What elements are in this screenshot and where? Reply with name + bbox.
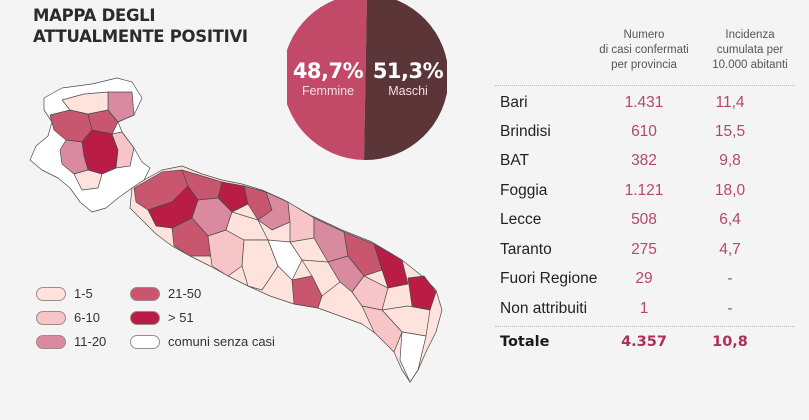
legend-item-1-5: 1-5 [36,286,93,301]
legend-label: comuni senza casi [168,334,275,349]
header-line: cumulata per [716,44,784,56]
female-name: Femmine [301,84,355,98]
row-incidence: 11,4 [715,94,745,111]
table-row: Foggia 1.121 18,0 [495,182,795,211]
row-incidence: 15,5 [714,123,746,140]
male-name: Maschi [388,84,428,98]
legend-item-no-cases: comuni senza casi [130,334,275,349]
legend-label: > 51 [168,310,194,325]
legend-label: 6-10 [74,310,101,325]
header-line: Incidenza [725,29,775,41]
male-label: 51,3% Maschi [367,59,449,98]
legend-item-21-50: 21-50 [130,286,201,301]
map-region [291,275,323,309]
table-row: Non attribuiti 1 - [495,300,795,329]
puglia-map [29,77,443,383]
legend-swatch [36,310,66,325]
gender-pie-chart: 48,7% Femmine 51,3% Maschi [287,0,447,161]
map-region [267,239,303,281]
total-cases: 4.357 [621,334,667,350]
row-name: Brindisi [500,123,551,140]
map-region [61,91,109,115]
row-incidence: 18,0 [714,182,746,199]
row-name: Bari [500,94,528,111]
table-total-row: Totale 4.357 10,8 [495,334,795,363]
row-incidence: 4,7 [719,241,741,258]
legend-swatch [130,286,160,301]
map-region [301,259,341,297]
row-cases: 29 [635,270,653,287]
female-percentage: 48,7% [292,59,364,83]
legend-swatch [36,286,66,301]
map-region [111,131,135,169]
map-region [343,231,383,277]
row-name: Fuori Regione [500,270,598,287]
row-name: BAT [500,152,529,169]
row-cases: 382 [631,152,657,169]
legend-swatch [36,334,66,349]
row-incidence: - [727,300,733,317]
legend-item-51-plus: > 51 [130,310,194,325]
legend-label: 1-5 [74,286,93,301]
pie-slice-male [364,0,447,161]
map-region [73,169,103,191]
title-line-2: ATTUALMENTE POSITIVI [33,27,248,46]
map-region [361,305,403,353]
row-cases: 1.121 [624,182,664,199]
legend-label: 21-50 [168,286,202,301]
legend-swatch [130,334,160,349]
total-divider [495,326,795,327]
row-cases: 508 [631,211,657,228]
map-region [407,275,437,311]
male-percentage: 51,3% [372,59,444,83]
table-row: Fuori Regione 29 - [495,270,795,299]
legend-item-6-10: 6-10 [36,310,100,325]
pie-slice-female [287,0,367,160]
map-region [287,201,315,243]
header-line: 10.000 abitanti [712,59,788,71]
row-cases: 1.431 [624,94,664,111]
header-line: di casi confermati [599,44,689,56]
page-title: MAPPA DEGLI ATTUALMENTE POSITIVI [33,5,248,47]
title-line-1: MAPPA DEGLI [33,6,156,25]
table-row: Lecce 508 6,4 [495,211,795,240]
table-row: Brindisi 610 15,5 [495,123,795,152]
row-cases: 275 [631,241,657,258]
header-divider [495,85,795,86]
row-cases: 1 [639,300,649,317]
total-incidence: 10,8 [712,334,748,350]
row-cases: 610 [631,123,657,140]
map-region [373,243,409,289]
row-name: Lecce [500,211,542,228]
legend-swatch [130,310,160,325]
header-line: Numero [623,29,665,41]
row-name: Non attribuiti [500,300,588,317]
row-incidence: 6,4 [719,211,741,228]
table-row: BAT 382 9,8 [495,152,795,181]
header-line: per provincia [611,59,677,71]
legend-item-11-20: 11-20 [36,334,106,349]
total-label: Totale [500,334,550,350]
table-row: Taranto 275 4,7 [495,241,795,270]
row-name: Taranto [500,241,552,258]
map-region [399,331,427,383]
female-label: 48,7% Femmine [289,59,367,98]
header-cases: Numero di casi confermati per provincia [579,28,709,73]
row-name: Foggia [500,182,548,199]
table-row: Bari 1.431 11,4 [495,94,795,123]
legend-label: 11-20 [74,334,107,349]
row-incidence: - [727,270,733,287]
map-region [217,181,249,213]
row-incidence: 9,8 [719,152,741,169]
header-incidence: Incidenza cumulata per 10.000 abitanti [695,28,805,73]
